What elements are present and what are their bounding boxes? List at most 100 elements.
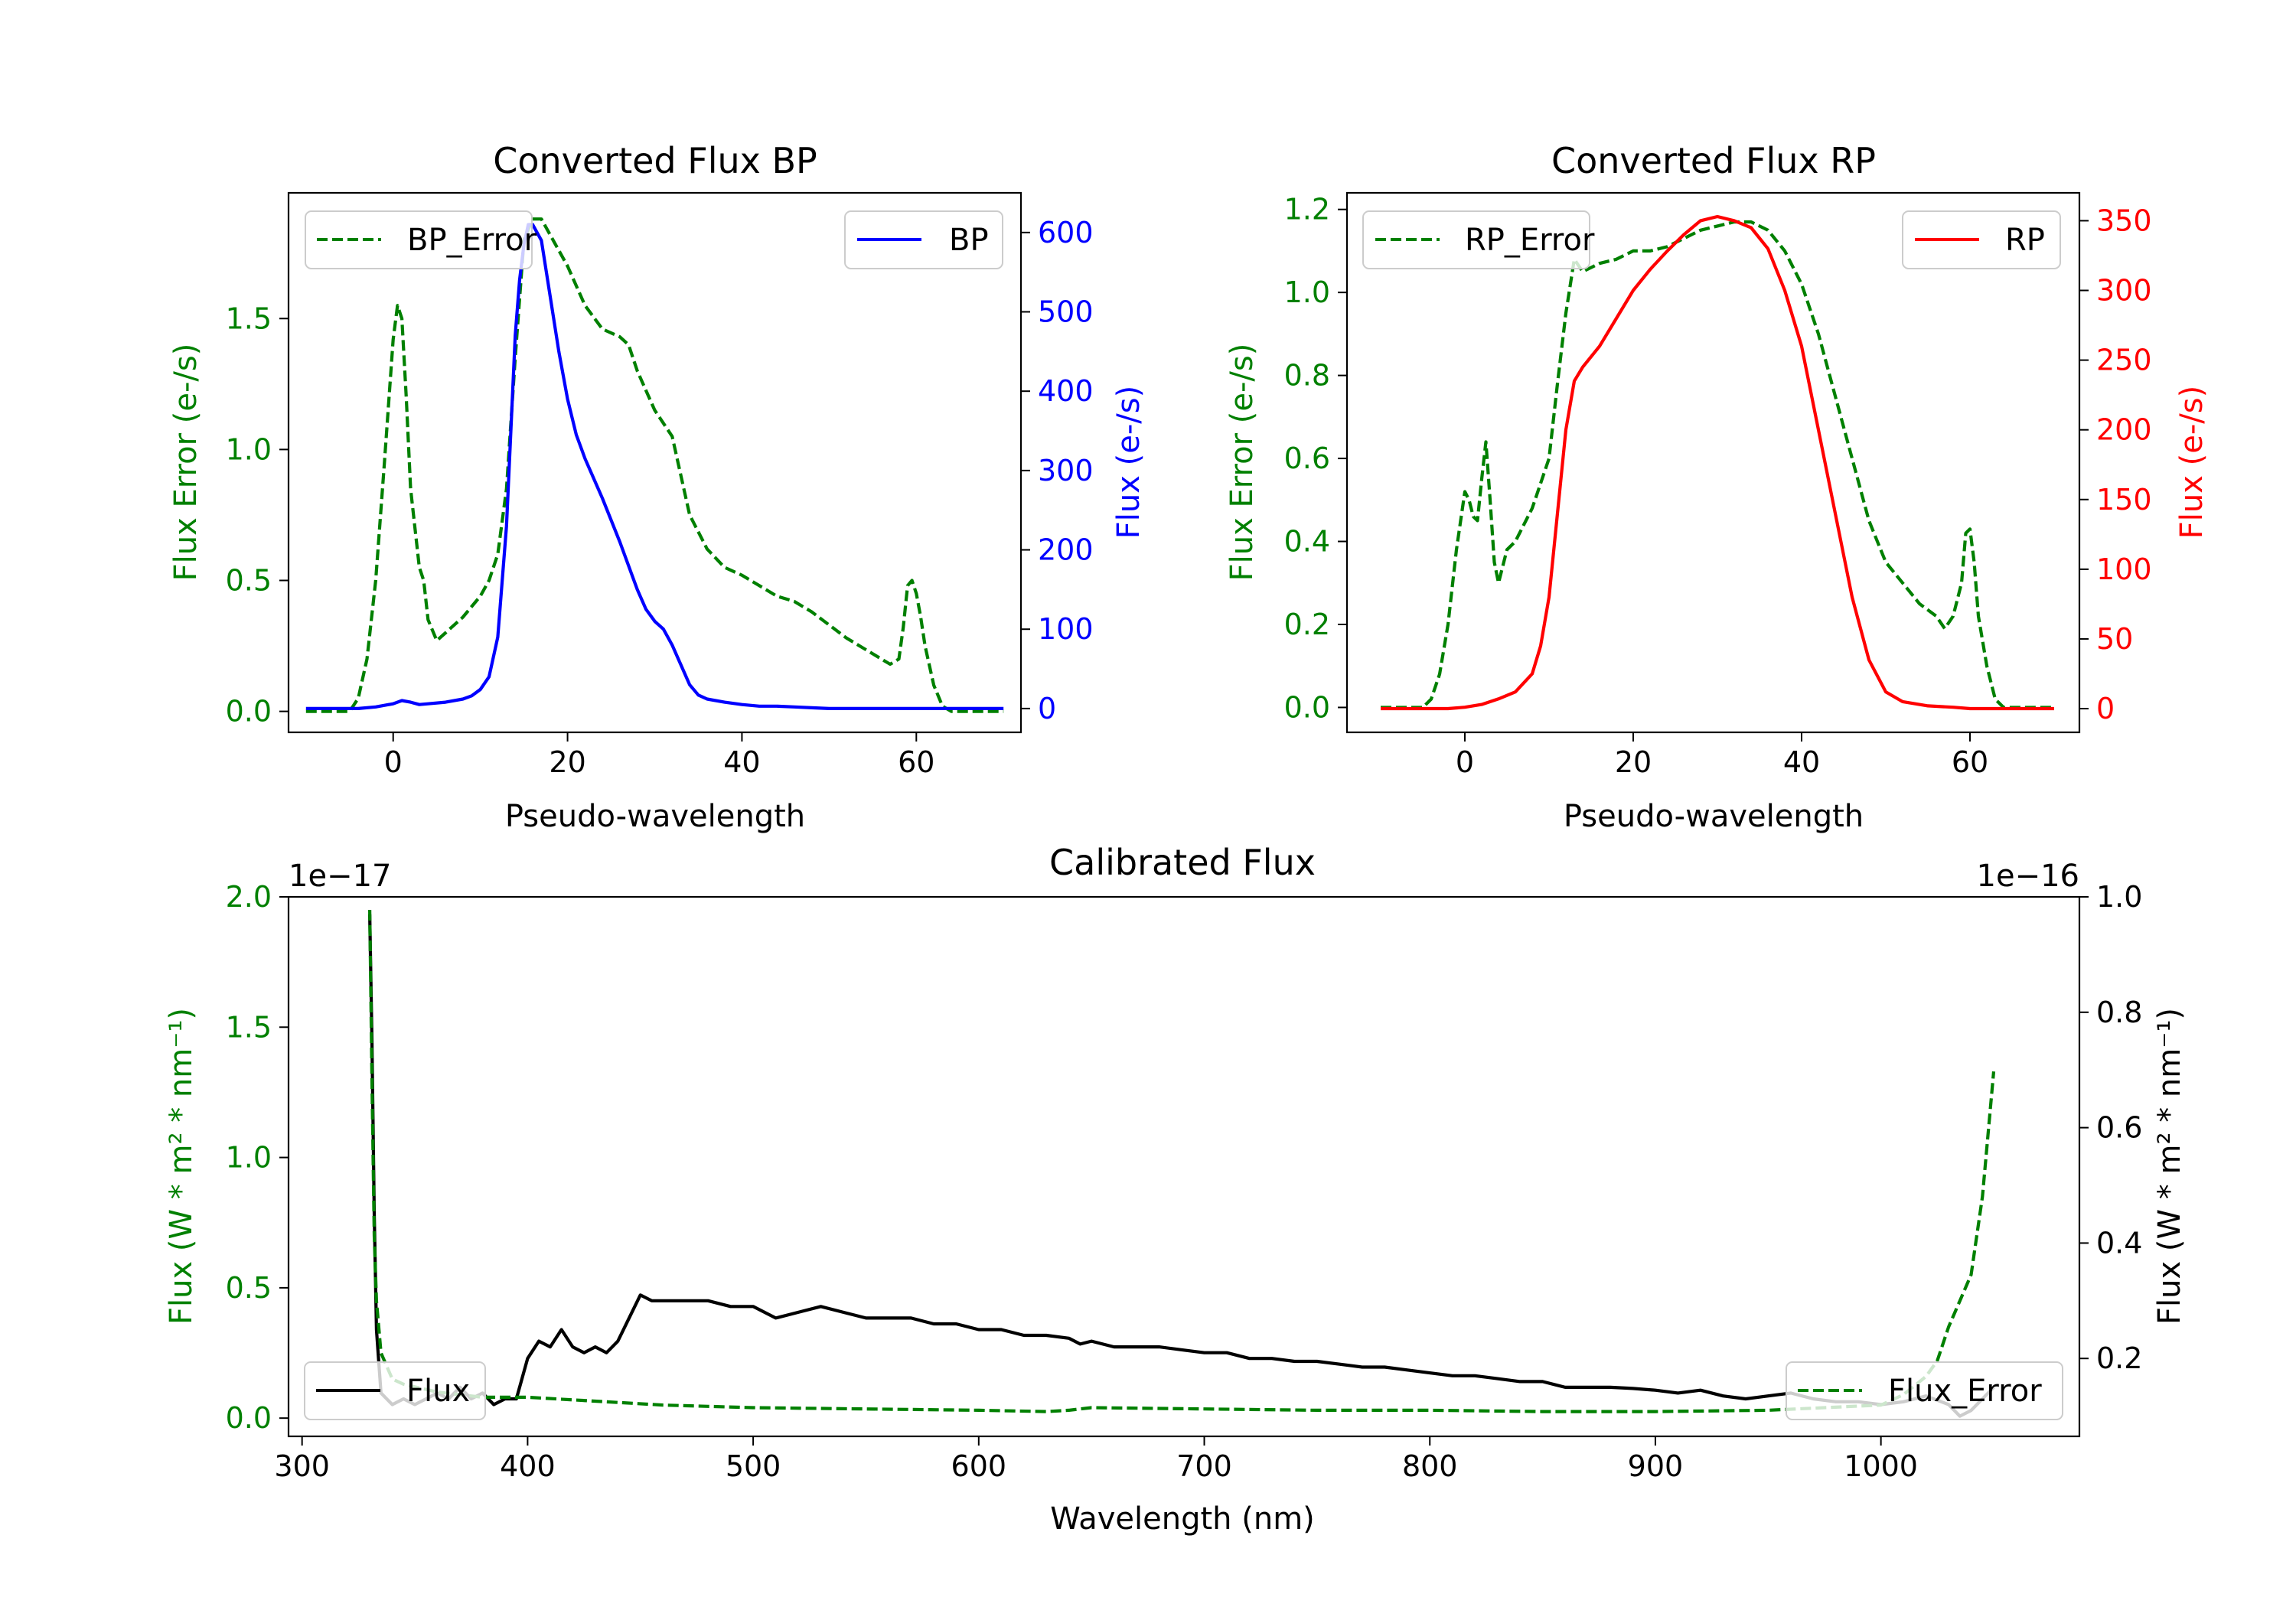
ticks: 0 20 40 60 0.0 0.2 0.4 0.6 0.8 1.0 1.2 0 50 100 150 200… bbox=[1284, 193, 2152, 779]
y-tick-label-right: 50 bbox=[2096, 622, 2133, 656]
x-tick-label: 0 bbox=[1456, 745, 1474, 779]
ticks: 0 20 40 60 0.0 0.5 1.0 1.5 0 100 200 300 400 500 600 bbox=[226, 216, 1094, 779]
y-tick-label-left: 0.0 bbox=[226, 1401, 272, 1435]
chart-title: Converted Flux RP bbox=[1551, 140, 1876, 181]
legend-right: RP bbox=[1902, 210, 2061, 269]
x-tick-label: 40 bbox=[1783, 745, 1820, 779]
x-tick-label: 60 bbox=[1952, 745, 1988, 779]
y-tick-label-right: 300 bbox=[2096, 274, 2152, 308]
chart-title: Calibrated Flux bbox=[1049, 842, 1316, 883]
x-tick-label: 700 bbox=[1176, 1449, 1232, 1483]
chart-title: Converted Flux BP bbox=[493, 140, 817, 181]
y-axis-label-left: Flux Error (e-/s) bbox=[168, 344, 204, 582]
y-tick-label-right: 1.0 bbox=[2096, 880, 2142, 914]
y-tick-label-left: 1.0 bbox=[226, 1141, 272, 1175]
x-tick-label: 60 bbox=[898, 745, 934, 779]
y-tick-label-right: 200 bbox=[2096, 413, 2152, 447]
x-axis-label: Pseudo-wavelength bbox=[505, 799, 805, 834]
series-line-bp-error bbox=[305, 217, 1004, 713]
y-tick-label-right: 100 bbox=[1038, 612, 1094, 646]
x-tick-label: 1000 bbox=[1844, 1449, 1918, 1483]
legend-box bbox=[1902, 210, 2061, 269]
axes-frame bbox=[1345, 191, 2081, 734]
y-tick-label-left: 0.5 bbox=[226, 564, 272, 598]
y-tick-label-left: 1.2 bbox=[1284, 193, 1330, 227]
y-axis-label-right: Flux (W * m² * nm⁻¹) bbox=[2152, 1008, 2187, 1325]
y-tick-label-left: 1.0 bbox=[1284, 275, 1330, 309]
x-tick-label: 20 bbox=[549, 745, 585, 779]
y-tick-label-left: 1.5 bbox=[226, 302, 272, 335]
y-tick-label-left: 0.0 bbox=[1284, 690, 1330, 724]
legend-box bbox=[844, 210, 1003, 269]
y-tick-label-right: 0.6 bbox=[2096, 1111, 2142, 1145]
x-axis-label: Wavelength (nm) bbox=[1050, 1501, 1315, 1537]
rp-plot-area bbox=[1381, 214, 2054, 711]
legend-left: Flux bbox=[304, 1361, 486, 1420]
y-tick-label-left: 0.5 bbox=[226, 1271, 272, 1305]
legend-label-bp-error: BP_Error bbox=[407, 223, 537, 258]
axes-frame bbox=[287, 191, 1022, 734]
y-tick-label-right: 500 bbox=[1038, 295, 1094, 329]
y-tick-label-left: 0.4 bbox=[1284, 525, 1330, 559]
y-tick-label-left: 1.0 bbox=[226, 432, 272, 466]
legend-label-rp: RP bbox=[2005, 223, 2045, 258]
x-tick-label: 400 bbox=[500, 1449, 556, 1483]
y-tick-label-left: 2.0 bbox=[226, 880, 272, 914]
legend-box bbox=[304, 1361, 486, 1420]
x-tick-label: 500 bbox=[726, 1449, 781, 1483]
ticks: 300 400 500 600 700 800 900 1000 0.0 0.5 1.0 1.5 2.0… bbox=[226, 880, 2143, 1483]
x-tick-label: 900 bbox=[1628, 1449, 1684, 1483]
chart-bp: Converted Flux BP Pseudo-wavelength Flux… bbox=[168, 140, 1146, 834]
x-tick-label: 0 bbox=[384, 745, 403, 779]
legend-box bbox=[1786, 1361, 2063, 1420]
y-tick-label-right: 100 bbox=[2096, 553, 2152, 586]
x-tick-label: 20 bbox=[1615, 745, 1652, 779]
bp-plot-area bbox=[305, 217, 1004, 713]
offset-label-right: 1e−16 bbox=[1977, 859, 2079, 894]
y-tick-label-right: 300 bbox=[1038, 454, 1094, 487]
y-tick-label-right: 600 bbox=[1038, 216, 1094, 249]
y-tick-label-right: 400 bbox=[1038, 374, 1094, 408]
legend-left: RP_Error bbox=[1362, 210, 1595, 269]
legend-box bbox=[1362, 210, 1590, 269]
series-line-rp-error bbox=[1381, 220, 2054, 709]
series-line-bp bbox=[305, 223, 1004, 710]
y-tick-label-right: 0 bbox=[2096, 692, 2115, 725]
y-axis-label-left: Flux Error (e-/s) bbox=[1225, 344, 1260, 582]
y-axis-label-right: Flux (e-/s) bbox=[1111, 386, 1146, 539]
y-tick-label-right: 250 bbox=[2096, 344, 2152, 377]
y-tick-label-left: 0.8 bbox=[1284, 359, 1330, 393]
y-tick-label-right: 0.8 bbox=[2096, 996, 2142, 1029]
legend-left: BP_Error bbox=[305, 210, 537, 269]
x-tick-label: 800 bbox=[1402, 1449, 1458, 1483]
legend-right: Flux_Error bbox=[1786, 1361, 2063, 1420]
x-tick-label: 600 bbox=[951, 1449, 1007, 1483]
legend-box bbox=[305, 210, 533, 269]
y-tick-label-left: 1.5 bbox=[226, 1010, 272, 1044]
legend-label-rp-error: RP_Error bbox=[1465, 223, 1595, 258]
offset-label-left: 1e−17 bbox=[289, 859, 391, 894]
y-tick-label-right: 0.2 bbox=[2096, 1341, 2142, 1375]
series-line-rp bbox=[1381, 214, 2054, 711]
chart-calibrated: Calibrated Flux 1e−17 1e−16 Wavelength (… bbox=[164, 842, 2187, 1537]
y-tick-label-right: 350 bbox=[2096, 204, 2152, 237]
legend-right: BP bbox=[844, 210, 1003, 269]
y-tick-label-right: 0.4 bbox=[2096, 1226, 2142, 1260]
chart-rp: Converted Flux RP Pseudo-wavelength Flux… bbox=[1225, 140, 2210, 834]
y-tick-label-right: 200 bbox=[1038, 533, 1094, 567]
y-axis-label-right: Flux (e-/s) bbox=[2174, 386, 2210, 539]
y-axis-label-left: Flux (W * m² * nm⁻¹) bbox=[164, 1008, 199, 1325]
y-tick-label-right: 150 bbox=[2096, 483, 2152, 517]
legend-label-flux: Flux bbox=[406, 1374, 470, 1409]
y-tick-label-left: 0.6 bbox=[1284, 442, 1330, 475]
y-tick-label-right: 0 bbox=[1038, 692, 1056, 725]
legend-label-bp: BP bbox=[949, 223, 989, 258]
y-tick-label-left: 0.0 bbox=[226, 695, 272, 729]
x-tick-label: 40 bbox=[723, 745, 760, 779]
y-tick-label-left: 0.2 bbox=[1284, 608, 1330, 641]
x-tick-label: 300 bbox=[274, 1449, 330, 1483]
legend-label-flux-error: Flux_Error bbox=[1888, 1374, 2042, 1409]
axes-frame bbox=[287, 895, 2081, 1438]
x-axis-label: Pseudo-wavelength bbox=[1564, 799, 1864, 834]
